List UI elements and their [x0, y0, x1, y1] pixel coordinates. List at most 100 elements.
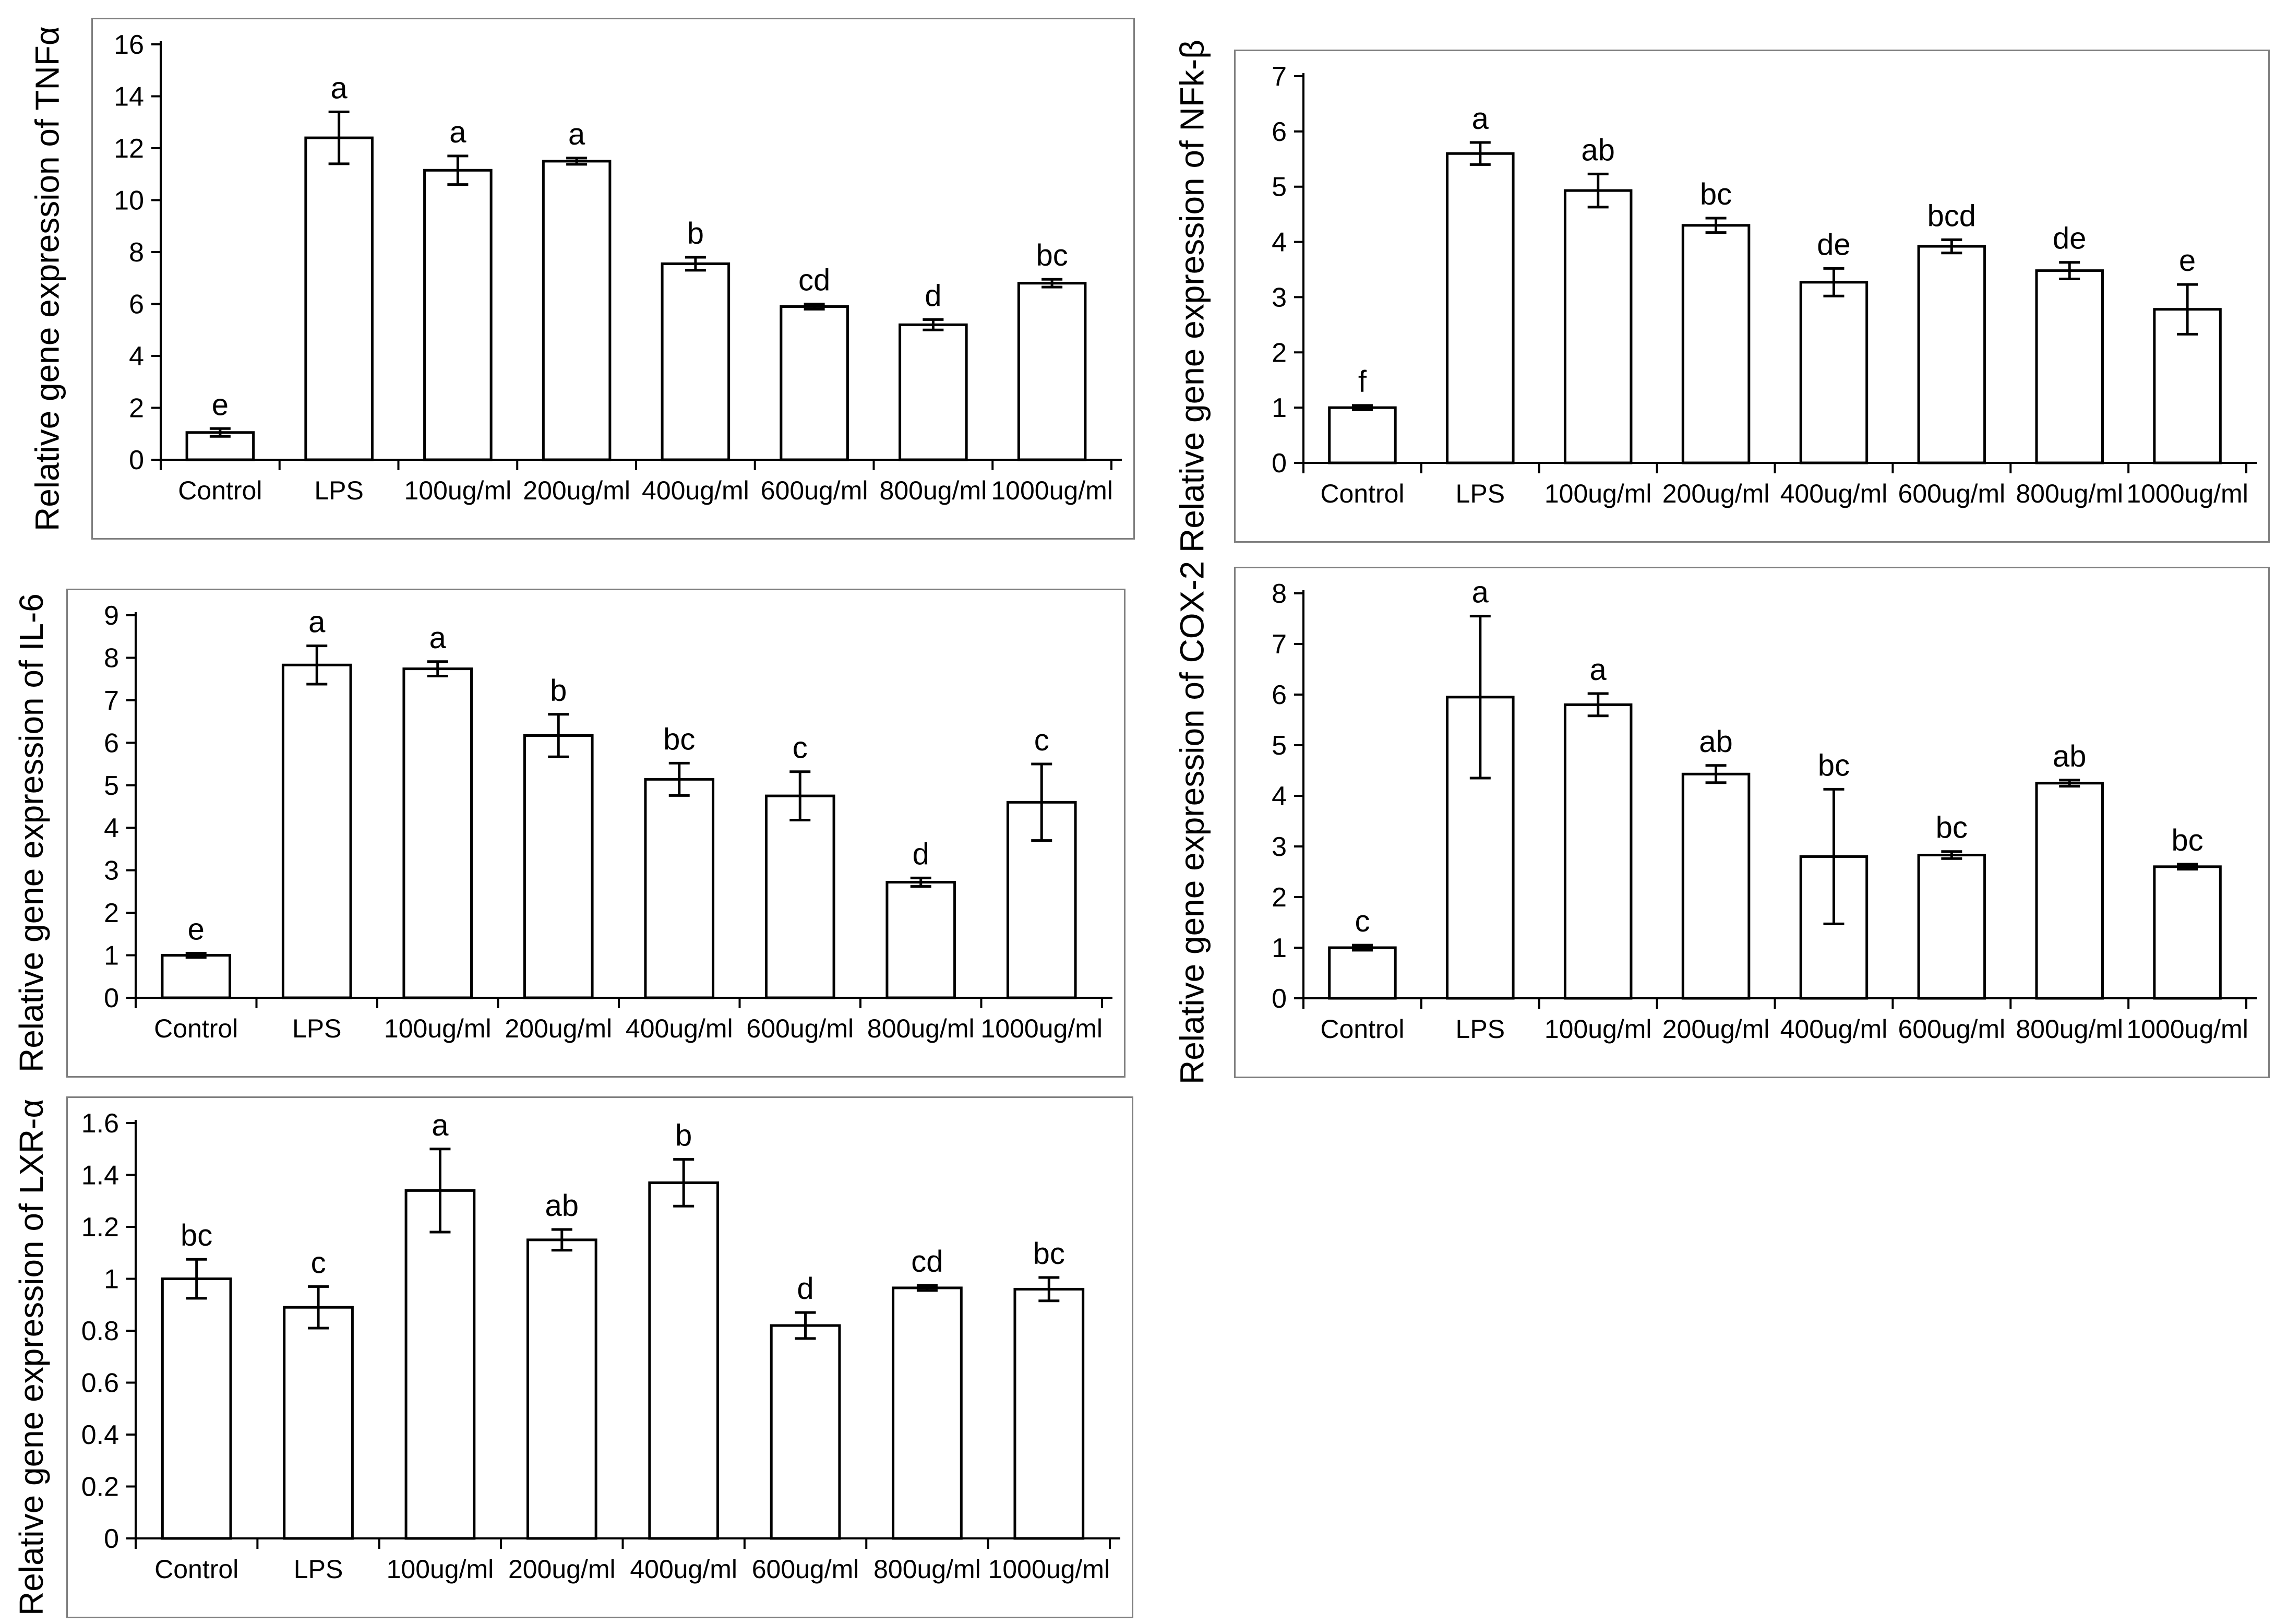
y-tick-label: 0.6	[81, 1368, 119, 1399]
y-tick-label: 1	[104, 1264, 119, 1295]
x-tick-label: 600ug/ml	[1898, 479, 2005, 508]
significance-letter: c	[1034, 723, 1049, 757]
x-tick-label: LPS	[292, 1014, 342, 1043]
y-tick-label: 8	[104, 643, 119, 673]
significance-letter: b	[550, 674, 567, 708]
bar	[2153, 865, 2222, 1000]
bar	[423, 169, 493, 461]
y-tick-label: 3	[104, 856, 119, 886]
bar	[1799, 281, 1869, 464]
significance-letter: de	[1817, 228, 1851, 261]
y-tick-label: 0.4	[81, 1420, 119, 1450]
x-tick-label: 800ug/ml	[867, 1014, 975, 1043]
x-tick-label: 400ug/ml	[1780, 1014, 1888, 1044]
y-tick-label: 0	[129, 445, 144, 475]
chart-il6-canvas: 0 1 2 3 4 5 6 7 8 9 e Control a LPS a 100ug/ml b 200ug/ml…	[104, 601, 1112, 1043]
significance-letter: de	[2053, 222, 2087, 256]
x-tick-label: Control	[178, 476, 262, 505]
y-axis-title-lxra: Relative gene expression of LXR-α	[13, 1098, 50, 1616]
significance-letter: ab	[2053, 739, 2087, 773]
significance-letter: e	[212, 388, 229, 422]
bar	[2035, 269, 2104, 464]
significance-letter: bc	[663, 722, 695, 756]
y-tick-label: 0	[104, 1524, 119, 1554]
bar	[780, 305, 849, 461]
x-tick-label: 100ug/ml	[404, 476, 512, 505]
y-tick-label: 6	[1272, 117, 1287, 147]
chart-tnfa-panel: 0 2 4 6 8 10 12 14 16 e Control a LPS a 100ug/ml a 200ug…	[91, 18, 1135, 540]
significance-letter: bc	[1936, 811, 1968, 845]
bar	[1563, 189, 1633, 464]
significance-letter: d	[925, 279, 941, 313]
bar	[404, 1189, 476, 1540]
significance-letter: e	[188, 912, 205, 946]
significance-letter: ab	[1581, 133, 1615, 167]
y-tick-label: 0.8	[81, 1316, 119, 1346]
significance-letter: bc	[1033, 1237, 1065, 1271]
x-tick-label: LPS	[294, 1555, 343, 1584]
x-tick-label: LPS	[314, 476, 364, 505]
significance-letter: bcd	[1927, 199, 1977, 233]
bar	[542, 160, 612, 461]
y-tick-label: 1.6	[81, 1108, 119, 1139]
y-tick-label: 3	[1272, 282, 1287, 313]
bar	[281, 663, 352, 999]
y-tick-label: 0	[1272, 448, 1287, 479]
significance-letter: a	[1590, 653, 1607, 687]
y-tick-label: 4	[129, 341, 144, 372]
y-tick-label: 2	[1272, 338, 1287, 368]
significance-letter: a	[330, 71, 348, 105]
y-tick-label: 1.4	[81, 1161, 119, 1191]
significance-letter: bc	[1700, 177, 1732, 211]
y-tick-label: 4	[104, 813, 119, 843]
y-axis-title-tnfa: Relative gene expression of TNFα	[28, 26, 66, 531]
x-tick-label: 1000ug/ml	[2126, 1014, 2248, 1044]
y-tick-label: 6	[129, 290, 144, 320]
x-tick-label: 400ug/ml	[626, 1014, 733, 1043]
x-tick-label: 100ug/ml	[1544, 1014, 1652, 1044]
bar	[1681, 772, 1751, 1000]
bar	[770, 1324, 841, 1540]
y-tick-label: 6	[1272, 680, 1287, 710]
bar	[1328, 406, 1397, 464]
y-tick-label: 16	[114, 30, 144, 60]
bar	[161, 954, 232, 999]
y-tick-label: 9	[104, 601, 119, 631]
bar	[899, 323, 968, 461]
x-tick-label: Control	[1320, 479, 1404, 508]
chart-tnfa-canvas: 0 2 4 6 8 10 12 14 16 e Control a LPS a 100ug/ml a 200ug…	[114, 30, 1122, 505]
x-tick-label: 600ug/ml	[761, 476, 868, 505]
chart-il6-panel: 0 1 2 3 4 5 6 7 8 9 e Control a LPS a 100ug/ml b 200ug/ml…	[66, 589, 1125, 1078]
significance-letter: a	[449, 115, 466, 149]
y-tick-label: 1	[104, 941, 119, 971]
significance-letter: cd	[798, 264, 830, 297]
y-tick-label: 7	[1272, 629, 1287, 660]
significance-letter: bc	[1818, 748, 1850, 782]
y-tick-label: 2	[104, 898, 119, 928]
bar	[892, 1286, 963, 1540]
significance-letter: c	[793, 731, 808, 765]
y-axis-title-cox2: Relative gene expression of COX-2	[1173, 560, 1211, 1084]
y-tick-label: 8	[129, 237, 144, 268]
bar	[1563, 703, 1633, 1000]
y-tick-label: 7	[104, 686, 119, 716]
significance-letter: bc	[181, 1219, 212, 1252]
x-tick-label: 400ug/ml	[630, 1555, 737, 1584]
x-tick-label: 800ug/ml	[880, 476, 987, 505]
bar	[304, 136, 374, 461]
bar	[523, 734, 594, 999]
significance-letter: b	[675, 1119, 692, 1153]
bar	[283, 1306, 354, 1540]
y-tick-label: 2	[129, 393, 144, 424]
significance-letter: d	[797, 1272, 813, 1306]
significance-letter: e	[2179, 244, 2196, 278]
x-tick-label: 1000ug/ml	[988, 1555, 1110, 1584]
x-tick-label: 200ug/ml	[523, 476, 630, 505]
x-tick-label: 1000ug/ml	[981, 1014, 1103, 1043]
x-tick-label: 400ug/ml	[642, 476, 749, 505]
chart-cox2-canvas: 0 1 2 3 4 5 6 7 8 c Control a LPS a 100ug/ml ab 200ug/ml…	[1272, 576, 2257, 1044]
x-tick-label: 800ug/ml	[2016, 479, 2123, 508]
bar	[661, 262, 731, 461]
y-tick-label: 0	[1272, 984, 1287, 1014]
